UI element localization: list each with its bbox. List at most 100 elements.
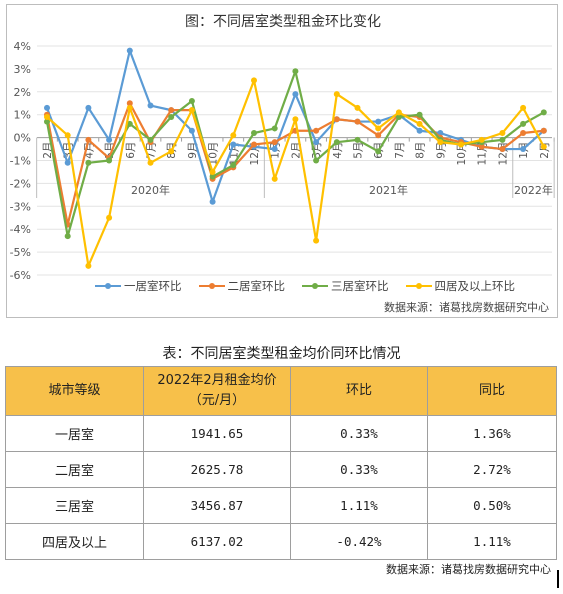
data-point [354, 136, 361, 143]
legend-swatch-icon [405, 281, 432, 291]
data-point [458, 141, 464, 148]
data-point [520, 104, 527, 111]
data-point [333, 91, 340, 98]
legend-swatch-icon [302, 281, 328, 291]
data-point [126, 100, 133, 107]
data-point [106, 214, 113, 221]
year-label: 2020年 [131, 183, 170, 197]
data-point [375, 132, 382, 139]
data-point [437, 130, 444, 137]
data-point [375, 118, 382, 125]
data-point [313, 139, 320, 146]
data-point [209, 168, 216, 175]
cell-price: 1941.65 [143, 415, 291, 452]
data-point [44, 113, 50, 120]
data-point [292, 91, 299, 98]
cell-room-type: 二居室 [5, 451, 144, 488]
data-point [333, 116, 340, 123]
data-point [499, 146, 506, 153]
line-chart: -6%-5%-4%-3%-2%-1%0%1%2%3%4%2月 3月 4月 5月 6月 7月… [10, 40, 555, 282]
cell-price: 6137.02 [143, 523, 291, 560]
data-point [416, 111, 423, 118]
cell-mom: 0.33% [290, 415, 428, 452]
cell-room-type: 三居室 [5, 487, 144, 524]
data-point [85, 262, 92, 269]
data-point [106, 136, 113, 143]
table-row: 四居及以上 6137.02 -0.42% 1.11% [5, 523, 557, 560]
cell-mom: 1.11% [290, 487, 428, 524]
data-point [520, 120, 527, 127]
data-point [106, 157, 113, 164]
data-point [126, 120, 133, 127]
data-point [230, 141, 237, 148]
legend-label: 三居室环比 [331, 279, 389, 293]
data-point [44, 104, 50, 111]
data-point [292, 68, 299, 75]
year-label: 2021年 [369, 183, 408, 197]
data-point [375, 148, 382, 155]
x-tick-label: 7月 [394, 142, 406, 159]
x-tick-label: 10月 [456, 142, 468, 166]
year-label: 2022年 [514, 183, 553, 197]
data-point [313, 157, 320, 164]
data-point [147, 102, 154, 109]
data-point [540, 143, 547, 150]
data-point [188, 127, 195, 134]
data-point [354, 104, 361, 111]
data-point [395, 109, 402, 116]
legend-item-four-plus-room: 四居及以上环比 [405, 278, 516, 294]
data-point [499, 136, 506, 143]
data-point [333, 139, 340, 146]
cell-price: 2625.78 [143, 451, 291, 488]
data-point [313, 127, 320, 134]
header-tier: 城市等级 [5, 366, 144, 416]
data-point [230, 132, 237, 139]
y-tick-label: 0% [14, 132, 31, 145]
data-point [230, 162, 237, 169]
y-tick-label: -1% [10, 155, 31, 168]
chart-panel: -6% -5% -4% -3% -2% -1% 0% 1% 2% 3% 4% 2月 3月 4月 5月 6月 7月… [6, 4, 558, 318]
data-point [147, 136, 154, 143]
data-point [85, 104, 92, 111]
cell-mom: -0.42% [290, 523, 428, 560]
data-point [85, 136, 92, 143]
data-point [168, 148, 175, 155]
header-price: 2022年2月租金均价 （元/月） [143, 366, 291, 416]
table-source-note: 数据来源：诸葛找房数据研究中心 [386, 563, 551, 576]
table-header-row: 城市等级 2022年2月租金均价 （元/月） 环比 同比 [5, 366, 557, 416]
y-tick-label: 3% [14, 63, 31, 76]
data-point [271, 139, 278, 146]
data-point [188, 97, 195, 104]
header-yoy: 同比 [427, 366, 557, 416]
cell-yoy: 1.36% [427, 415, 557, 452]
data-point [478, 136, 485, 143]
legend-label: 四居及以上环比 [434, 279, 516, 293]
y-tick-label: 4% [14, 40, 31, 53]
edge-marker [557, 570, 559, 588]
data-point [416, 127, 423, 134]
x-tick-label: 10月 [208, 142, 220, 166]
data-point [126, 104, 133, 111]
data-point [271, 125, 278, 132]
data-point [271, 146, 278, 153]
data-point [168, 107, 175, 114]
data-point [375, 125, 382, 132]
x-tick-label: 5月 [353, 142, 365, 159]
y-tick-label: 1% [14, 109, 31, 122]
data-point [499, 130, 506, 137]
data-point [520, 130, 527, 137]
data-point [64, 159, 71, 166]
table-title: 表：不同居室类型租金均价同环比情况 [162, 346, 401, 362]
cell-room-type: 四居及以上 [5, 523, 144, 560]
data-point [209, 173, 216, 180]
chart-legend: 一居室环比 二居室环比 三居室环比 四居及以上环比 [95, 278, 515, 294]
data-point [313, 237, 320, 244]
cell-price: 3456.87 [143, 487, 291, 524]
header-price-line1: 2022年2月租金均价 [157, 373, 277, 388]
y-tick-label: -4% [10, 223, 31, 236]
header-mom: 环比 [290, 366, 428, 416]
data-point [520, 146, 527, 153]
y-tick-label: -2% [10, 177, 31, 190]
data-point [188, 107, 195, 114]
data-point [168, 113, 175, 120]
